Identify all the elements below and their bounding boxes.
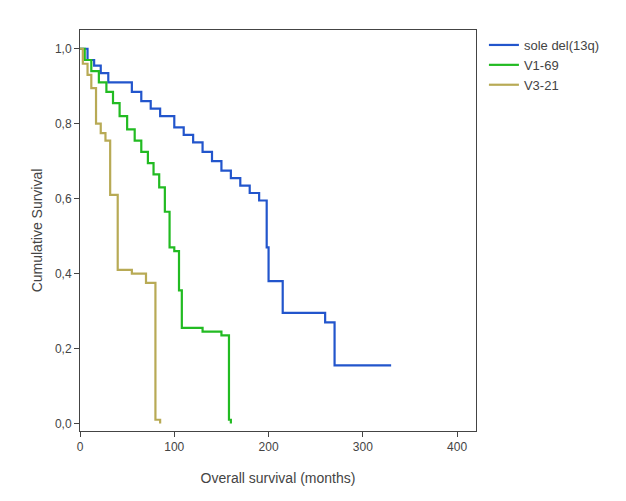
svg-text:0,6: 0,6	[55, 192, 72, 206]
svg-text:400: 400	[447, 440, 467, 454]
svg-text:sole del(13q): sole del(13q)	[524, 38, 599, 53]
svg-text:V1-69: V1-69	[524, 58, 559, 73]
svg-text:0,2: 0,2	[55, 342, 72, 356]
svg-text:0,8: 0,8	[55, 117, 72, 131]
svg-text:V3-21: V3-21	[524, 78, 559, 93]
svg-text:300: 300	[353, 440, 373, 454]
svg-text:Overall survival (months): Overall survival (months)	[201, 470, 356, 486]
svg-text:100: 100	[164, 440, 184, 454]
svg-text:0: 0	[77, 440, 84, 454]
svg-text:1,0: 1,0	[55, 42, 72, 56]
svg-text:0,0: 0,0	[55, 417, 72, 431]
svg-text:Cumulative Survival: Cumulative Survival	[29, 169, 45, 293]
svg-text:200: 200	[259, 440, 279, 454]
svg-text:0,4: 0,4	[55, 267, 72, 281]
